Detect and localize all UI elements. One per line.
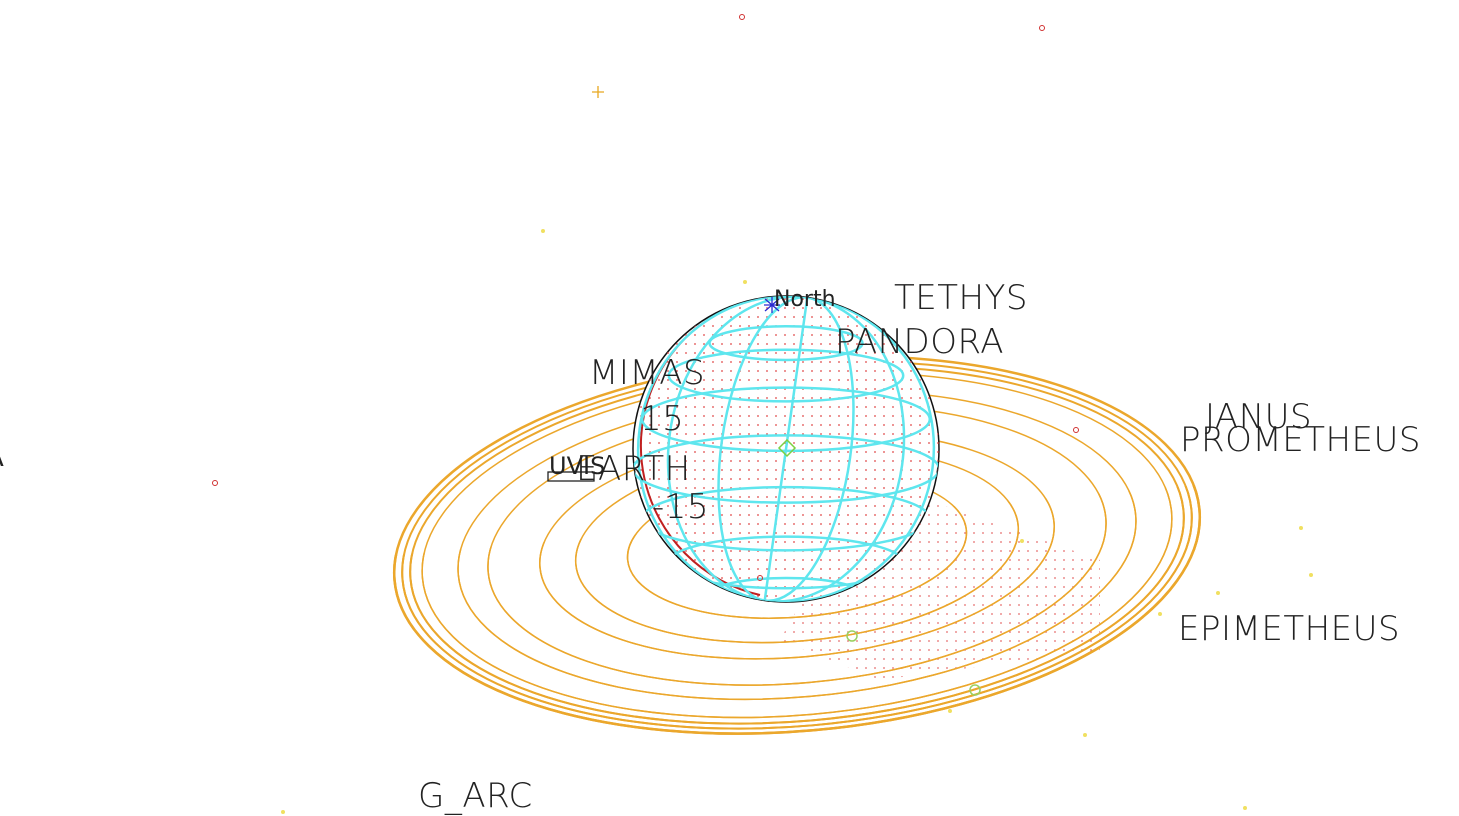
latitude-label: 15 bbox=[640, 399, 684, 439]
ring bbox=[401, 462, 1193, 730]
globe bbox=[632, 295, 940, 603]
moon-label: TETHYS bbox=[894, 278, 1028, 318]
moon-label: EPIMETHEUS bbox=[1178, 609, 1400, 649]
latitude-line bbox=[667, 348, 905, 403]
labels: North TETHYS PANDORA MIMAS 15 JANUS PROM… bbox=[0, 278, 1421, 816]
moon-label: PANDORA bbox=[835, 322, 1004, 362]
moon-label: PROMETHEUS bbox=[1180, 420, 1421, 460]
ring bbox=[539, 462, 1055, 660]
longitude-line bbox=[764, 296, 855, 602]
ring bbox=[574, 462, 1020, 644]
latitude-line bbox=[633, 434, 939, 504]
ring bbox=[457, 462, 1137, 701]
latitude-line bbox=[708, 325, 864, 362]
longitude-line bbox=[764, 296, 906, 602]
ring bbox=[487, 462, 1107, 686]
longitude-line bbox=[717, 296, 808, 602]
instrument-label: UVIS bbox=[549, 452, 605, 480]
ring-label: G_ARC bbox=[418, 776, 533, 816]
rings-front bbox=[392, 462, 1202, 735]
moon-label: MIMAS bbox=[589, 353, 705, 393]
moon-label: JANUS bbox=[1205, 397, 1312, 437]
ring bbox=[409, 462, 1185, 725]
ring bbox=[421, 462, 1173, 719]
longitude-line bbox=[764, 296, 936, 602]
longitude-line bbox=[763, 297, 809, 601]
longitude-line bbox=[666, 296, 808, 602]
longitude-line bbox=[636, 296, 808, 602]
markers bbox=[212, 14, 1313, 814]
latitude-label: -15 bbox=[652, 487, 709, 527]
body-label: EARTH bbox=[576, 449, 691, 489]
ring bbox=[392, 462, 1202, 735]
edge-label: A bbox=[0, 443, 4, 473]
pole-label: North bbox=[774, 287, 836, 312]
